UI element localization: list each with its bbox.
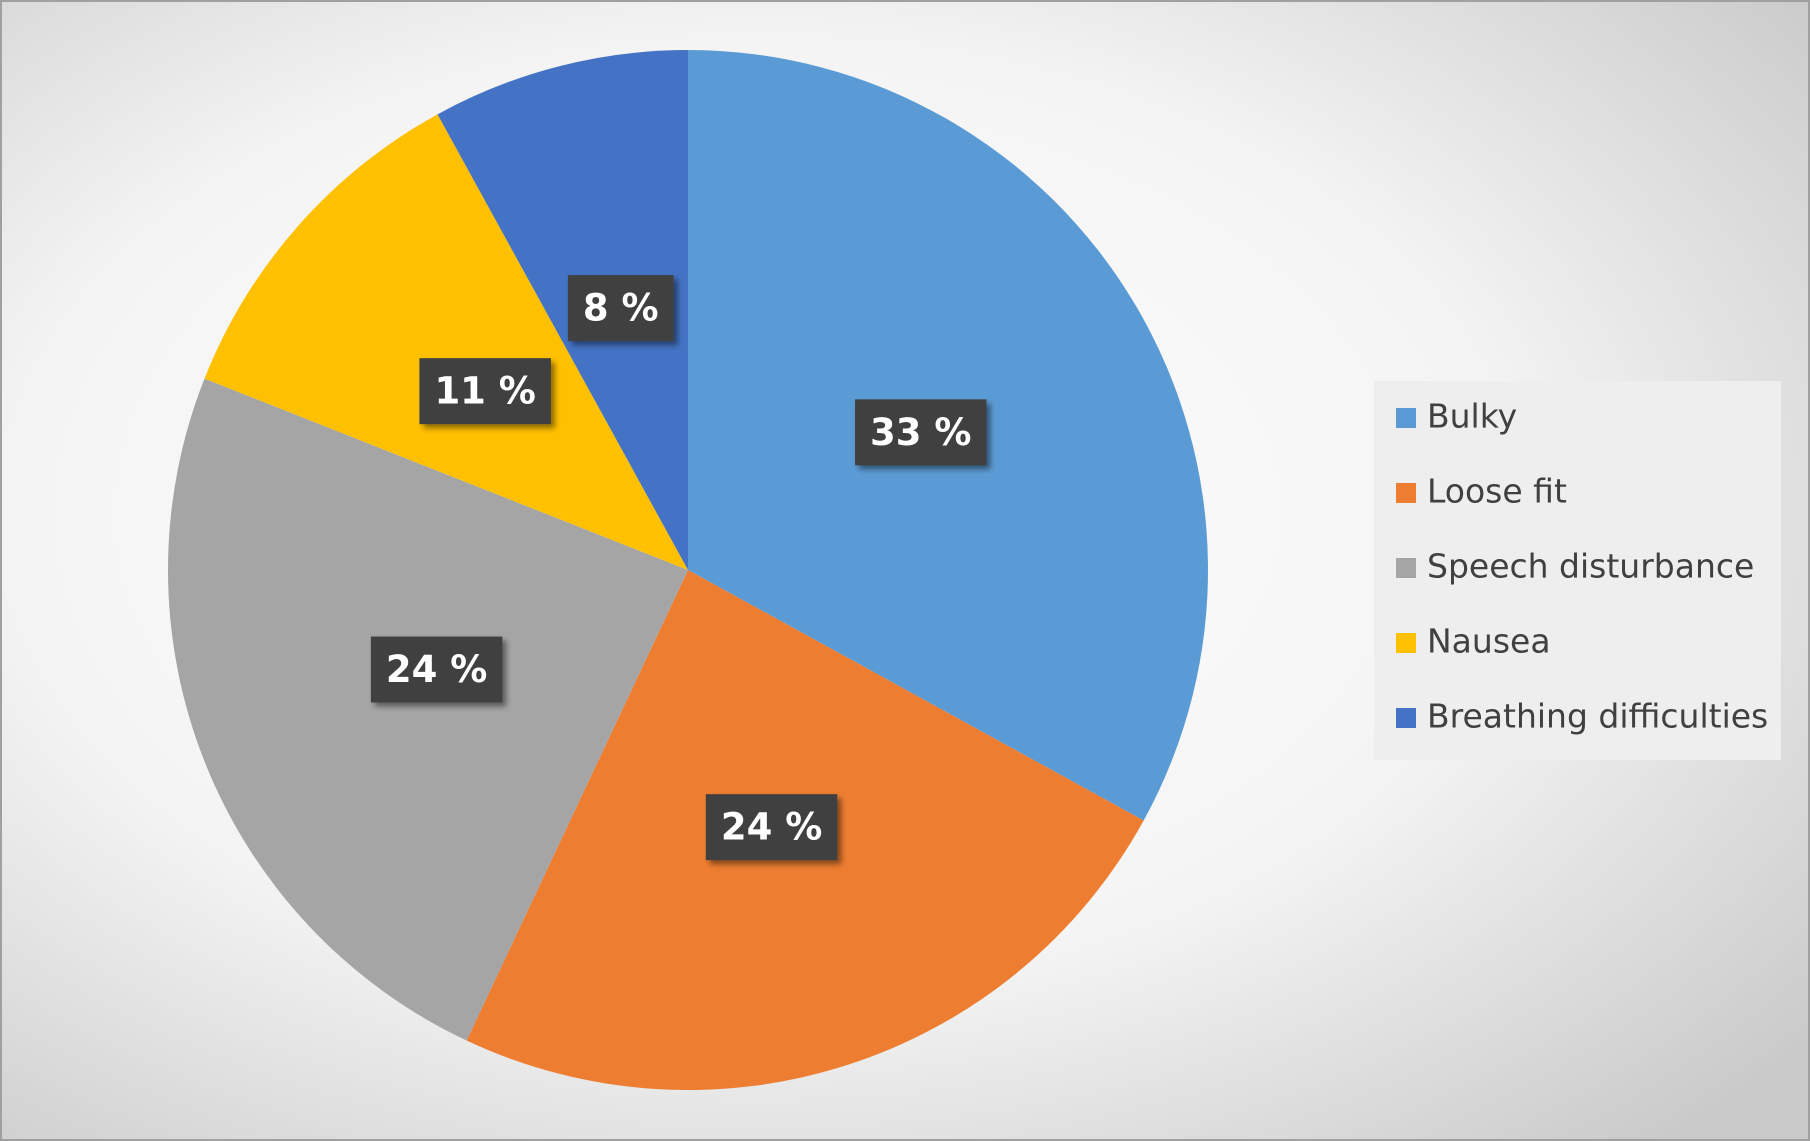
legend-marker <box>1396 558 1416 578</box>
legend-label: Speech disturbance <box>1427 547 1754 586</box>
legend-label: Nausea <box>1427 622 1551 661</box>
legend-marker <box>1396 483 1416 503</box>
value-label-box <box>705 794 838 861</box>
legend-label: Bulky <box>1427 397 1517 436</box>
value-label: 33 % <box>870 411 971 454</box>
legend-marker <box>1396 708 1416 728</box>
value-label: 11 % <box>434 370 535 413</box>
value-label: 24 % <box>721 806 822 849</box>
value-label-box <box>419 358 551 425</box>
value-label: 24 % <box>386 648 487 691</box>
pie-slice <box>437 50 688 570</box>
legend-label: Loose fit <box>1427 472 1567 511</box>
pie-slice <box>167 378 688 1041</box>
pie-slice <box>204 114 688 570</box>
value-label-box <box>567 275 674 342</box>
legend-label: Breathing difficulties <box>1427 697 1768 736</box>
value-label: 8 % <box>583 287 659 330</box>
legend-marker <box>1396 408 1416 428</box>
legend-box <box>1374 381 1781 760</box>
value-label-box <box>855 399 987 466</box>
legend-marker <box>1396 633 1416 653</box>
value-label-box <box>370 636 503 703</box>
